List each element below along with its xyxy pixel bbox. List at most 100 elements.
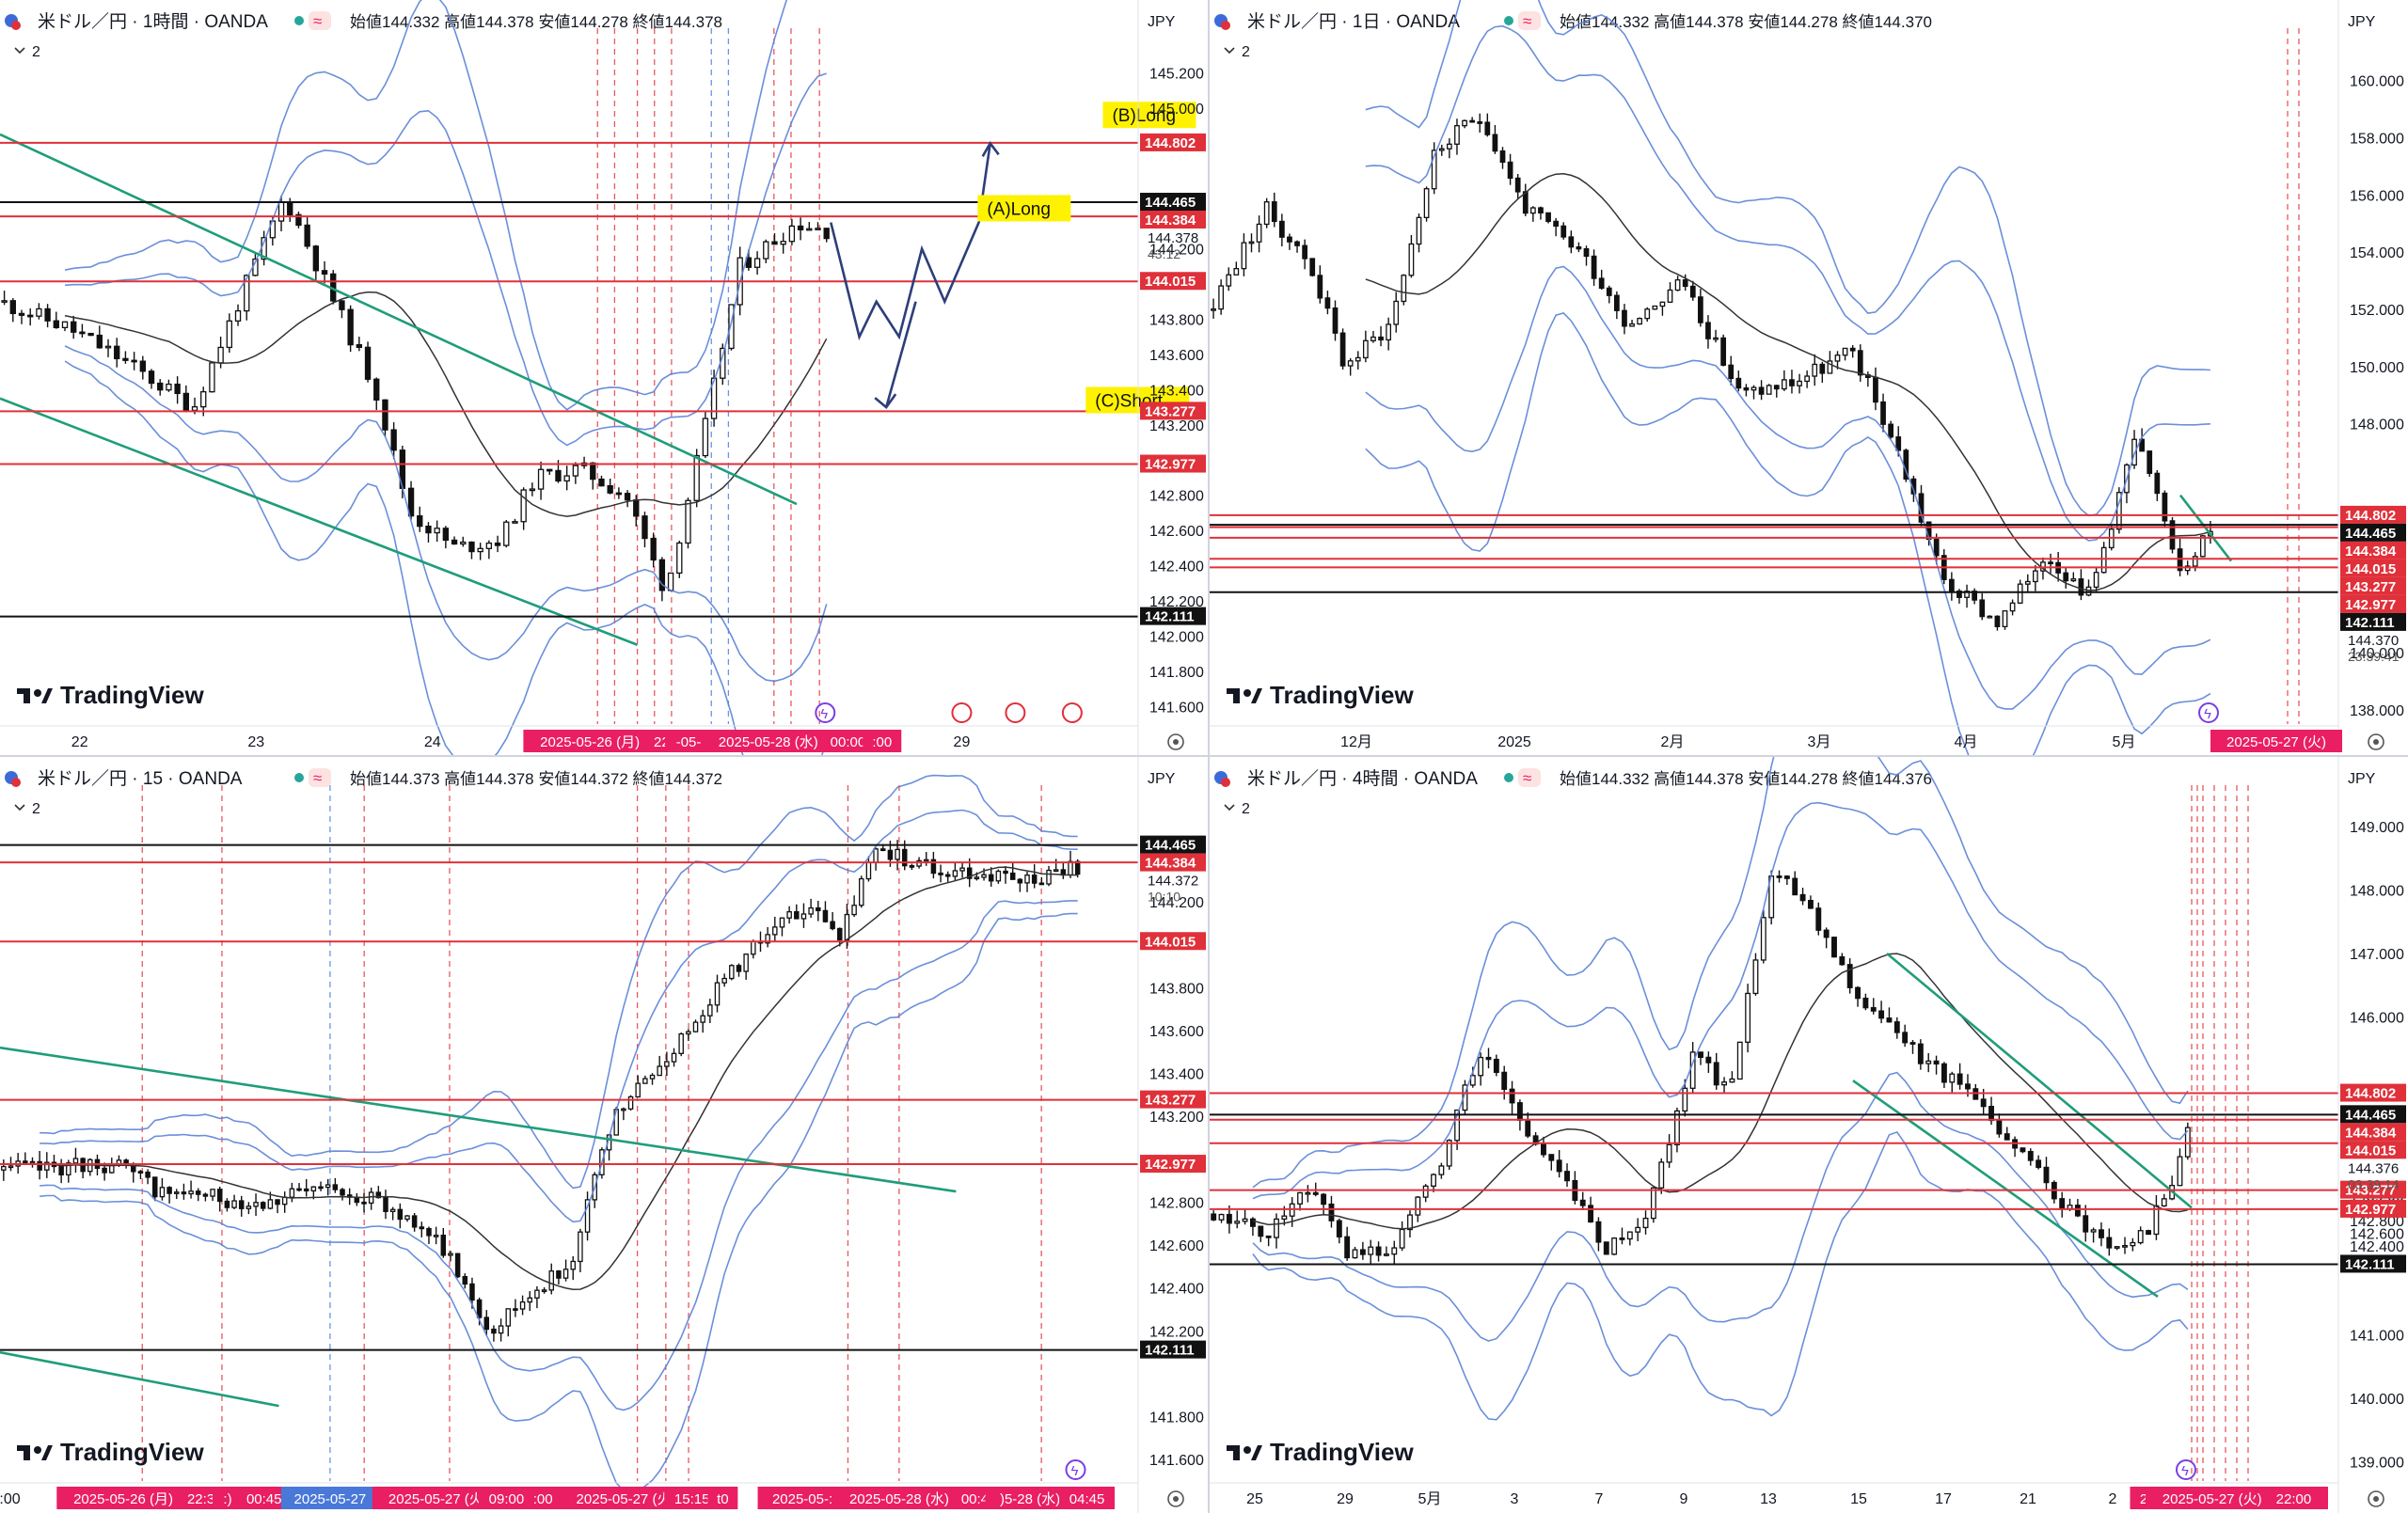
level-tag[interactable]: 143.277: [2340, 576, 2406, 595]
lightning-icon[interactable]: [2176, 1459, 2196, 1480]
candle-down: [823, 228, 830, 240]
candle-up: [253, 1202, 259, 1207]
level-tag[interactable]: 142.977: [2340, 594, 2406, 613]
chevron-down-icon[interactable]: [14, 804, 25, 812]
candle-up: [1234, 1221, 1241, 1224]
trend-channel-line[interactable]: [0, 1046, 957, 1193]
candle-up: [1218, 1213, 1225, 1221]
arrowhead-icon: [874, 393, 897, 409]
status-dot-icon[interactable]: [1504, 16, 1513, 25]
chevron-down-icon[interactable]: [14, 47, 25, 55]
settings-gear-icon[interactable]: [1167, 1490, 1184, 1507]
level-tag[interactable]: 144.802: [2340, 1083, 2406, 1102]
level-tag[interactable]: 142.977: [1140, 454, 1206, 473]
level-tag[interactable]: 142.111: [1140, 1340, 1206, 1359]
price-tick-label: 142.600: [2350, 1226, 2404, 1242]
settings-gear-icon[interactable]: [1167, 733, 1184, 750]
level-tag[interactable]: 143.277: [2340, 1180, 2406, 1199]
status-dot-icon[interactable]: [1504, 773, 1513, 782]
lightning-icon[interactable]: [2198, 702, 2219, 723]
level-tag[interactable]: 144.384: [1140, 853, 1206, 872]
annotation-label[interactable]: (A)Long: [977, 195, 1071, 222]
trend-channel-line[interactable]: [0, 1350, 279, 1408]
compare-icon[interactable]: [309, 11, 331, 30]
level-tag[interactable]: 144.015: [2340, 559, 2406, 577]
us-event-icon[interactable]: [951, 702, 973, 723]
level-tag[interactable]: 143.277: [1140, 1090, 1206, 1109]
annotation-label[interactable]: (B)Long: [1102, 102, 1196, 129]
price-tick-label: 140.000: [2350, 646, 2404, 662]
price-axis: 145.200 145.000 144.200 143.800 143.600 143.4…: [1137, 0, 1206, 755]
lightning-icon[interactable]: [1065, 1459, 1086, 1480]
chevron-down-icon[interactable]: [1224, 47, 1235, 55]
candle-up: [2130, 1241, 2136, 1247]
level-tag[interactable]: 144.465: [2340, 1105, 2406, 1124]
lightning-icon[interactable]: [815, 702, 836, 723]
level-tag[interactable]: 144.015: [2340, 1141, 2406, 1159]
candle-down: [58, 1165, 64, 1176]
level-tag[interactable]: 144.802: [2340, 505, 2406, 524]
us-event-icon[interactable]: [1061, 702, 1083, 723]
candle-up: [1256, 223, 1262, 243]
compare-icon[interactable]: [309, 768, 331, 787]
candle-up: [800, 913, 807, 920]
candle-up: [584, 1199, 591, 1233]
level-tag[interactable]: 144.015: [1140, 932, 1206, 951]
us-event-icon[interactable]: [1005, 702, 1026, 723]
level-tag[interactable]: 143.277: [1140, 402, 1206, 420]
panel-m15[interactable]: 米ドル／円 · 15 · OANDA ≈ 始値144.373 高値144.378 安…: [0, 757, 1208, 1513]
level-tag[interactable]: 144.465: [1140, 835, 1206, 854]
band-3sigma: [40, 774, 1078, 1190]
trend-channel-line[interactable]: [0, 397, 639, 646]
level-tag[interactable]: 144.802: [1140, 133, 1206, 151]
candle-down: [1886, 1017, 1893, 1023]
price-tick-label: 148.000: [2350, 418, 2404, 433]
horizontal-divider[interactable]: [0, 755, 2408, 757]
price-tick-label: 150.000: [2350, 360, 2404, 376]
candle-down: [1698, 1051, 1703, 1059]
time-highlight-text: 2025-05-27 (火): [2226, 734, 2326, 750]
level-tag[interactable]: 144.384: [2340, 1123, 2406, 1142]
candle-down: [1249, 1218, 1256, 1227]
chevron-down-icon[interactable]: [1224, 804, 1235, 812]
indicator-count: 2: [1242, 801, 1250, 817]
candle-up: [692, 1021, 699, 1032]
candle-up: [995, 870, 1002, 882]
level-tag[interactable]: 142.111: [2340, 612, 2406, 631]
panel-h4[interactable]: 米ドル／円 · 4時間 · OANDA ≈ 始値144.332 高値144.378 …: [1210, 757, 2408, 1513]
compare-icon[interactable]: [1518, 11, 1541, 30]
status-dot-icon[interactable]: [294, 16, 304, 25]
status-dot-icon[interactable]: [294, 773, 304, 782]
level-tag[interactable]: 144.465: [2340, 523, 2406, 542]
panel-h1[interactable]: 米ドル／円 · 1時間 · OANDA ≈ 始値144.332 高値144.378 …: [0, 0, 1208, 755]
long-path-arrow[interactable]: [830, 143, 991, 341]
level-tag[interactable]: 144.015: [1140, 272, 1206, 291]
candle-down: [1484, 121, 1491, 135]
candle-down: [1815, 907, 1822, 931]
level-tag[interactable]: 142.111: [1140, 607, 1206, 625]
trend-channel-line[interactable]: [0, 133, 798, 506]
candle-down: [1619, 1237, 1625, 1240]
settings-gear-icon[interactable]: [2368, 733, 2384, 750]
trend-channel-line[interactable]: [1852, 1080, 2159, 1299]
indicator-count: 2: [32, 801, 40, 817]
trend-channel-line[interactable]: [2178, 494, 2233, 562]
trend-channel-line[interactable]: [1886, 952, 2193, 1209]
candle-down: [513, 1308, 518, 1311]
bollinger-bands: [1365, 0, 2211, 755]
level-tag[interactable]: 144.465: [1140, 193, 1206, 212]
level-tag[interactable]: 142.977: [1140, 1155, 1206, 1174]
price-tick-label: 142.600: [1149, 524, 1204, 540]
level-tag-bg: [2340, 541, 2406, 559]
level-tag[interactable]: 142.111: [2340, 1254, 2406, 1273]
settings-gear-icon[interactable]: [2368, 1490, 2384, 1507]
level-tag[interactable]: 144.384: [2340, 541, 2406, 559]
time-tick-label: 24: [424, 734, 441, 750]
candle-down: [1003, 870, 1008, 875]
short-path-arrow[interactable]: [884, 301, 917, 408]
level-tag[interactable]: 142.977: [2340, 1199, 2406, 1218]
level-tag[interactable]: 144.384: [1140, 211, 1206, 229]
panel-d1[interactable]: 米ドル／円 · 1日 · OANDA ≈ 始値144.332 高値144.378 安…: [1210, 0, 2408, 755]
compare-icon[interactable]: [1518, 768, 1541, 787]
candle-down: [1579, 1199, 1586, 1206]
